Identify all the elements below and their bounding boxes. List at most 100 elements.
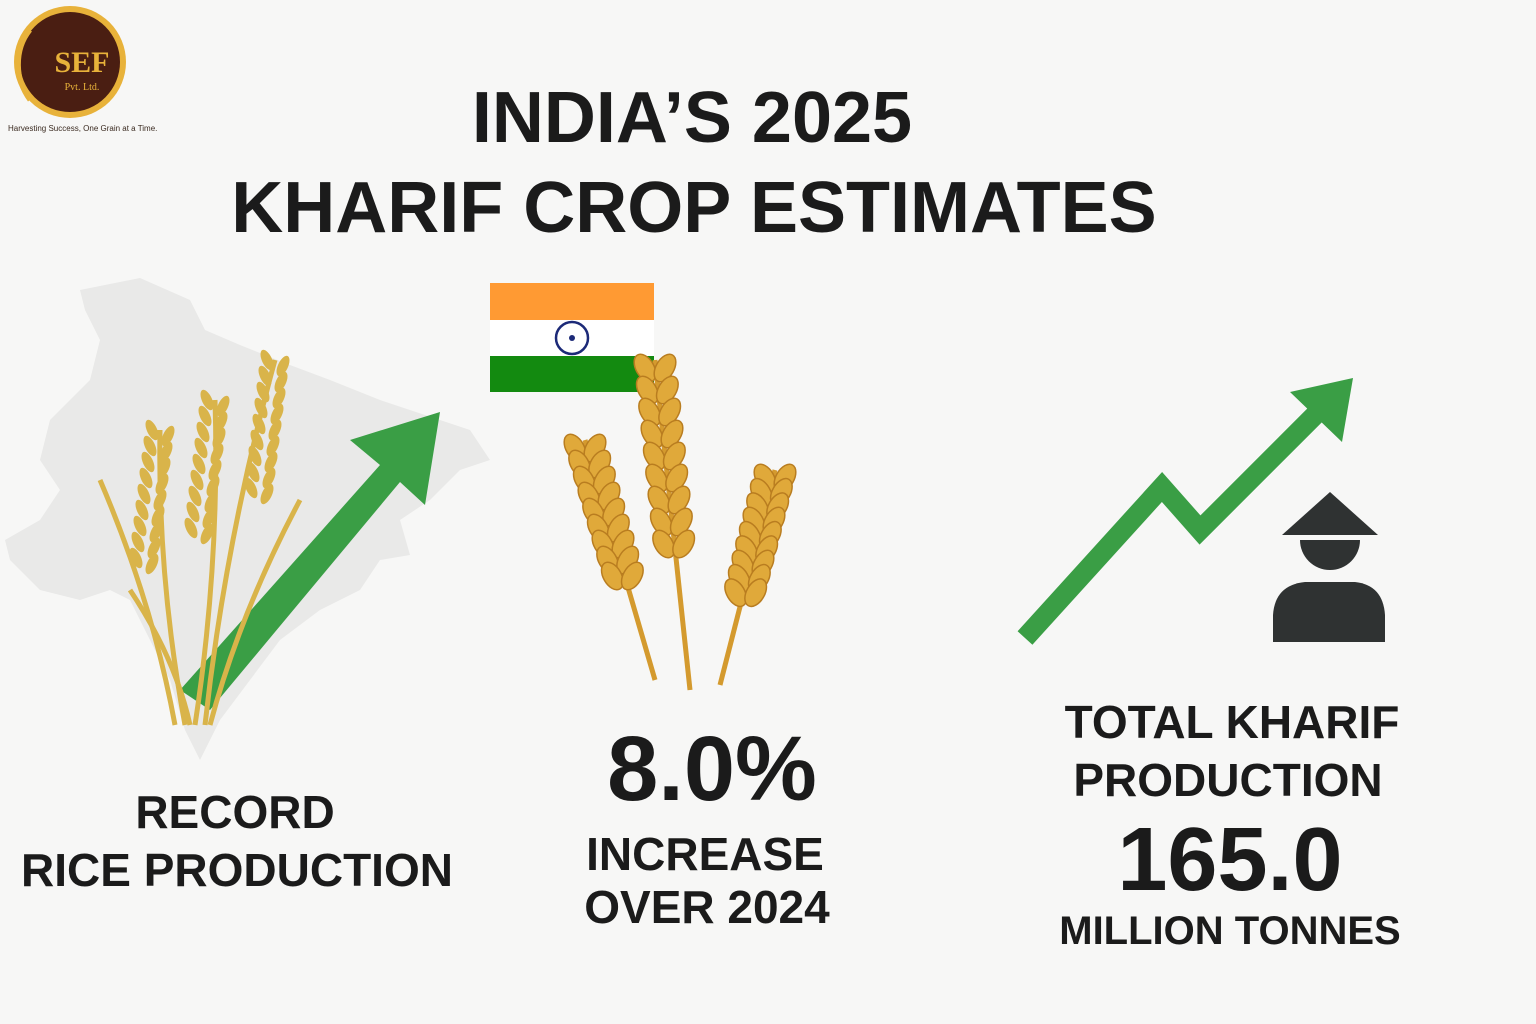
panel-text: PRODUCTION	[1073, 754, 1382, 806]
rice-stalks	[97, 349, 303, 726]
flag-chakra-hub	[569, 335, 575, 341]
rice-grain	[262, 467, 276, 489]
rice-grain	[135, 499, 149, 521]
wheat-grain	[662, 441, 686, 471]
rice-grain	[274, 371, 288, 393]
logo-tagline: Harvesting Success, One Grain at a Time.	[8, 124, 157, 133]
trend-line	[1017, 397, 1333, 645]
rice-grain	[246, 461, 260, 483]
rice-stem	[97, 479, 178, 726]
rice-grain	[141, 451, 155, 473]
rice-grain	[260, 483, 274, 505]
rice-grain	[206, 475, 220, 497]
rice-grain	[214, 411, 228, 433]
rice-grain	[268, 419, 282, 441]
rice-grain	[256, 381, 270, 403]
rice-grain	[266, 435, 280, 457]
rice-grain	[186, 501, 200, 523]
wheat-grain	[667, 485, 691, 515]
rice-grain	[276, 355, 290, 377]
flag-saffron	[490, 283, 654, 320]
rice-grain	[149, 521, 163, 543]
rice-grain	[196, 421, 210, 443]
trend-head	[1290, 378, 1353, 442]
wheat-grain	[744, 578, 768, 608]
rice-grain	[145, 419, 159, 441]
panel-text: MILLION TONNES	[1059, 909, 1400, 953]
panel-text: TOTAL KHARIF	[1065, 696, 1400, 748]
panel-text: OVER 2024	[584, 881, 830, 933]
rice-grain	[143, 435, 157, 457]
rice-grain	[202, 507, 216, 529]
panel-text: RICE PRODUCTION	[21, 844, 453, 896]
rice-grain	[200, 523, 214, 545]
logo-name: SEF	[54, 46, 109, 79]
rice-grain	[204, 491, 218, 513]
rice-grain	[190, 469, 204, 491]
wheat-grain	[600, 561, 624, 591]
rice-grain	[270, 403, 284, 425]
india-map	[5, 278, 490, 760]
wheat-grain	[655, 375, 679, 405]
rice-grain	[137, 483, 151, 505]
farmer-head	[1300, 540, 1360, 570]
rice-grain	[133, 515, 147, 537]
rice-grain	[153, 489, 167, 511]
wheat-grain	[652, 529, 676, 559]
title-line: KHARIF CROP ESTIMATES	[231, 168, 1156, 248]
wheat-grain	[620, 561, 644, 591]
panel-figure: 8.0%	[607, 718, 817, 820]
rice-grain	[188, 485, 202, 507]
panel-text: RECORD	[135, 786, 334, 838]
trend-arrow	[1017, 378, 1353, 645]
title-line: INDIA’S 2025	[472, 78, 912, 158]
logo: SEF Pvt. Ltd. Harvesting Success, One Gr…	[8, 6, 157, 133]
wheat-grain	[653, 353, 677, 383]
farmer-hat	[1282, 492, 1378, 535]
rice-grain	[260, 349, 274, 371]
rice-grain	[157, 457, 171, 479]
panel-text: INCREASE	[586, 828, 824, 880]
rice-grain	[264, 451, 278, 473]
rice-grain	[145, 553, 159, 575]
logo-suffix: Pvt. Ltd.	[65, 82, 100, 93]
india-flag	[490, 283, 654, 392]
wheat-grain	[658, 397, 682, 427]
rice-grain	[129, 547, 143, 569]
wheat-grain	[660, 419, 684, 449]
flag-chakra	[554, 320, 590, 356]
wheat-grain	[665, 463, 689, 493]
rice-stem	[207, 498, 303, 726]
logo-wheat	[15, 28, 33, 102]
rice-grain	[159, 441, 173, 463]
rice-grain	[198, 405, 212, 427]
wheat-grain	[669, 507, 693, 537]
rice-grain	[139, 467, 153, 489]
panel-figure: 165.0	[1117, 810, 1342, 910]
rice-stem	[127, 588, 193, 726]
rice-grain	[200, 389, 214, 411]
rice-grain	[161, 425, 175, 447]
farmer-body	[1273, 582, 1385, 642]
rice-grain	[250, 429, 264, 451]
logo-disc	[20, 12, 120, 112]
rice-grain	[258, 365, 272, 387]
rice-grain	[194, 437, 208, 459]
rice-grain	[151, 505, 165, 527]
wheat-grain	[724, 578, 748, 608]
rice-grain	[210, 443, 224, 465]
rice-grain	[248, 445, 262, 467]
growth-arrow	[180, 412, 440, 710]
farmer-icon	[1273, 492, 1385, 642]
rice-grain	[147, 537, 161, 559]
rice-grain	[244, 477, 258, 499]
rice-grain	[192, 453, 206, 475]
rice-grain	[252, 413, 266, 435]
rice-grain	[155, 473, 169, 495]
wheat-grain	[672, 529, 696, 559]
rice-grain	[216, 395, 230, 417]
rice-grain	[208, 459, 222, 481]
rice-grain	[184, 517, 198, 539]
wheat-stalks	[563, 353, 797, 691]
